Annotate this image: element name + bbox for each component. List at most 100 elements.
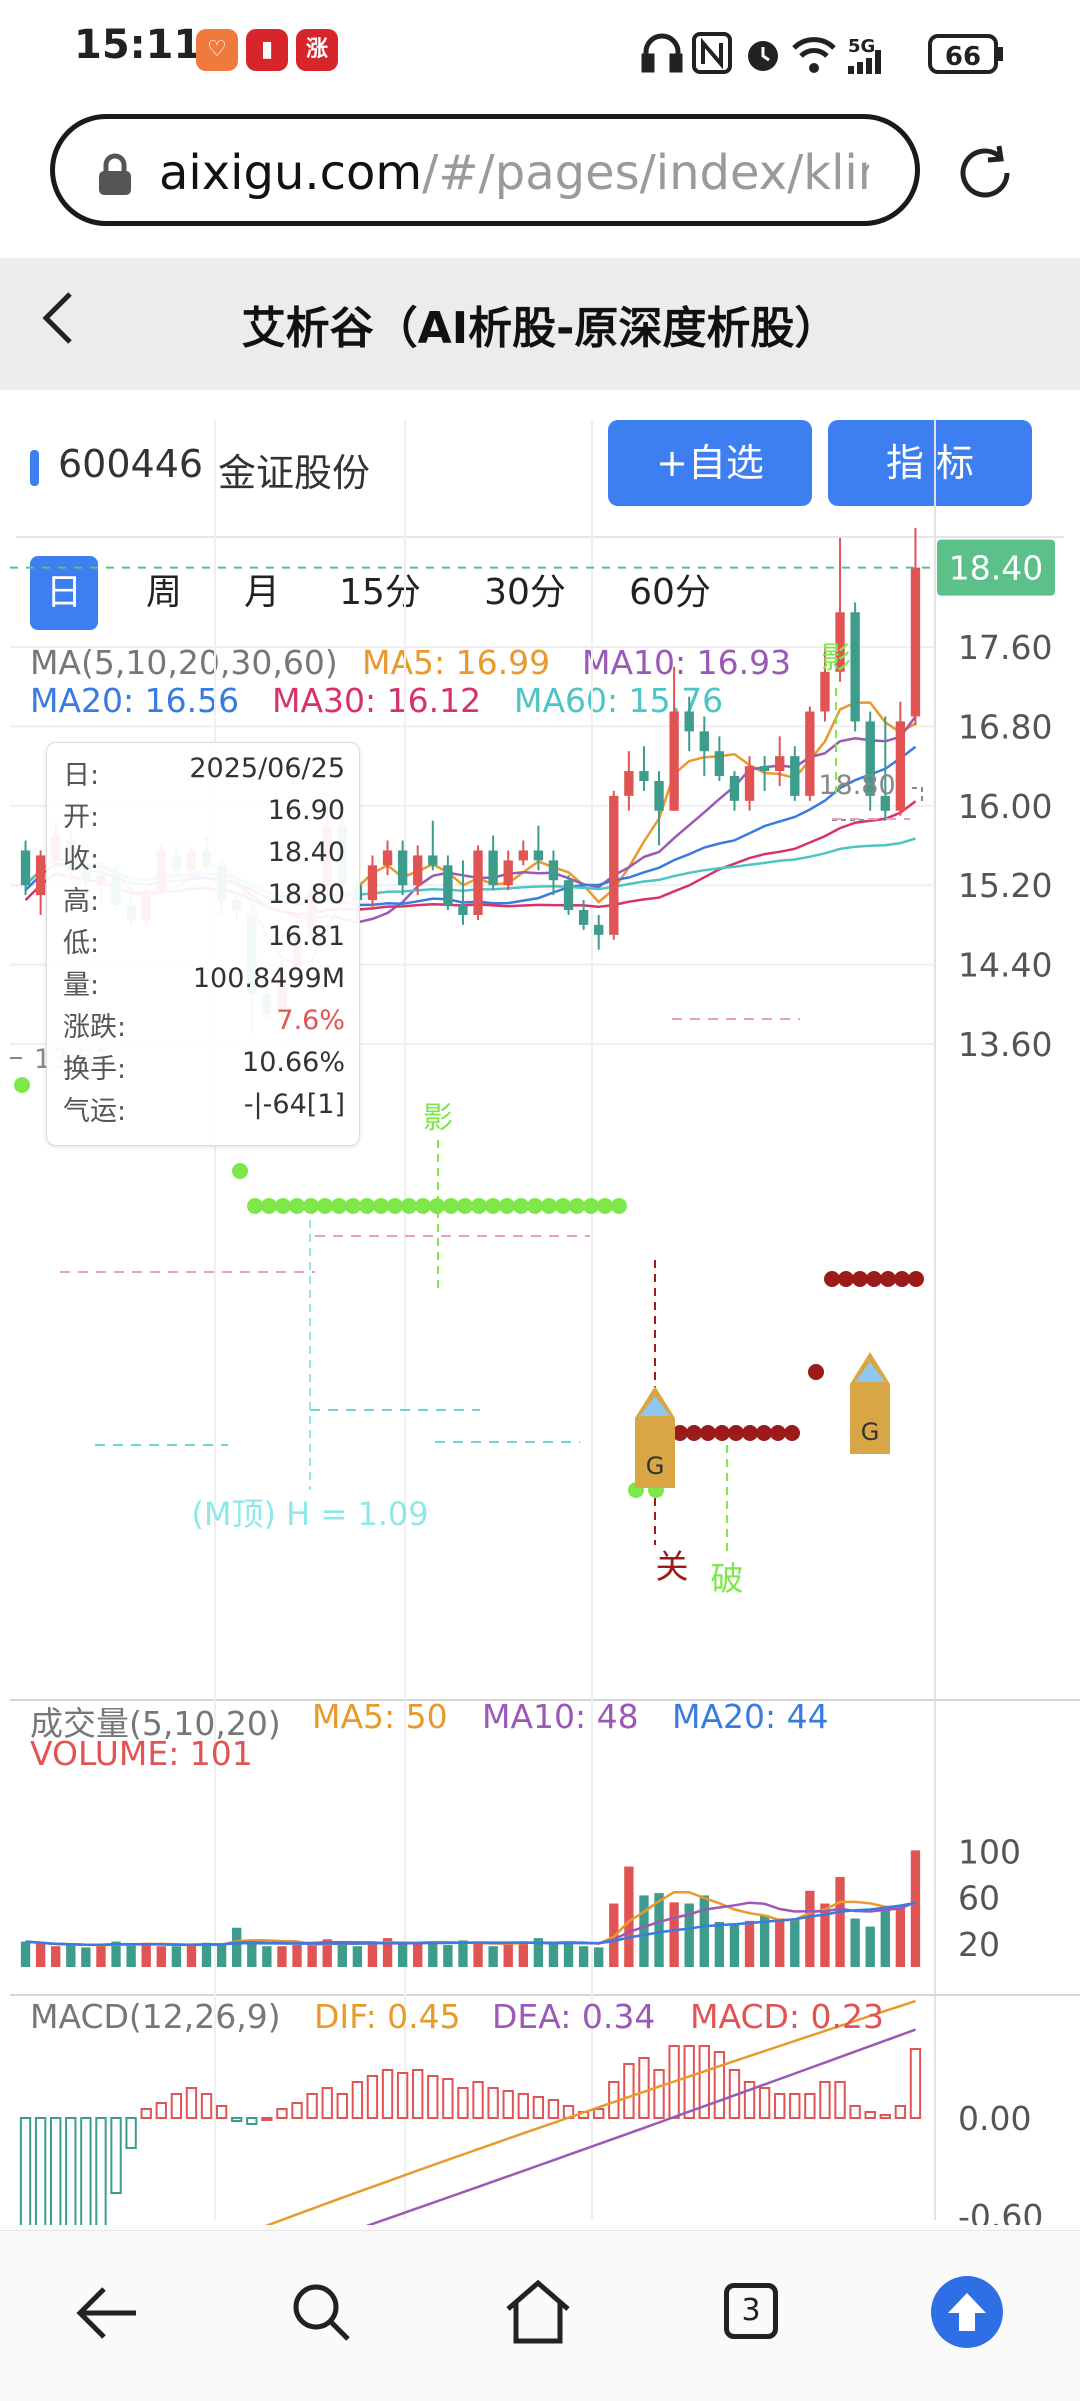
wifi-icon (792, 37, 836, 73)
tab-30min[interactable]: 30分 (484, 572, 566, 613)
high-price-label: 18.80 (818, 770, 895, 801)
macd-histogram-bar (261, 2117, 273, 2121)
volume-bar (518, 1941, 528, 1967)
tab-60min[interactable]: 60分 (629, 572, 711, 613)
candle-body (699, 731, 709, 752)
headphones-icon (641, 33, 683, 73)
volume-bar (654, 1893, 664, 1967)
tab-week[interactable]: 周 (145, 572, 182, 613)
volume-bar (352, 1946, 363, 1967)
search-icon[interactable] (290, 2281, 354, 2345)
tab-day[interactable]: 日 (30, 556, 98, 630)
candle-body (669, 711, 679, 811)
volume-bar (533, 1938, 544, 1967)
macd-histogram-bar (321, 2087, 333, 2119)
macd-histogram-bar (276, 2108, 288, 2119)
tab-month[interactable]: 月 (243, 572, 280, 613)
candle-body (624, 771, 634, 796)
macd-histogram-bar (200, 2093, 213, 2119)
candle-body (548, 860, 559, 881)
volume-bar (744, 1920, 755, 1967)
alarm-icon (748, 41, 778, 71)
volume-bar (232, 1927, 242, 1967)
url-text[interactable]: aixigu.com/#/pages/index/kline? (159, 145, 869, 201)
volume-bar (367, 1943, 378, 1967)
reload-icon[interactable] (955, 143, 1015, 203)
macd-histogram-bar (457, 2087, 469, 2119)
home-icon[interactable] (504, 2279, 572, 2345)
resistance-dot (784, 1425, 800, 1441)
support-dot (457, 1198, 473, 1214)
price-tick-label: 16.80 (958, 707, 1052, 746)
pattern-box-bottom (95, 1409, 580, 1446)
tab-15min[interactable]: 15分 (339, 572, 421, 613)
macd-histogram-bar (758, 2087, 771, 2119)
accent-marker (30, 450, 39, 486)
candle-body (790, 756, 800, 796)
back-chevron-icon[interactable] (38, 288, 78, 348)
tooltip-label: 低: (63, 928, 100, 959)
support-dot (359, 1198, 375, 1214)
support-dot (373, 1198, 389, 1214)
volume-bar (835, 1876, 845, 1967)
candle-body (759, 766, 770, 772)
tab-switcher-button[interactable]: 3 (724, 2283, 778, 2339)
candle-body (714, 751, 725, 777)
macd-histogram-bar (683, 2045, 695, 2119)
volume-bar (96, 1943, 106, 1967)
indicator-button[interactable]: 指 标 (828, 420, 1032, 506)
back-arrow-icon[interactable] (76, 2283, 140, 2343)
volume-bar (171, 1946, 182, 1967)
lock-icon (99, 153, 131, 195)
candle-body (729, 776, 740, 801)
macd-histogram-bar (698, 2045, 710, 2119)
macd-tick-label: 0.00 (958, 2099, 1031, 2138)
candle-body (443, 865, 453, 906)
price-tick-label: 17.60 (958, 628, 1052, 667)
macd-histogram-bar (80, 2117, 92, 2230)
macd-histogram-bar (879, 2114, 891, 2119)
g-signal-badge-top (855, 1362, 885, 1382)
volume-bar (805, 1890, 815, 1967)
add-watchlist-button[interactable]: +自选 (608, 420, 812, 506)
tooltip-label: 量: (63, 970, 100, 1001)
candle-body (428, 855, 438, 866)
tooltip-row: 高: 18.80 (63, 879, 345, 921)
support-dot (289, 1198, 305, 1214)
volume-bar (669, 1902, 679, 1967)
tooltip-value: 100.8499M (192, 963, 345, 994)
support-dot (345, 1198, 361, 1214)
support-dot (443, 1198, 459, 1214)
volume-legend-name: 成交量(5,10,20) (30, 1704, 281, 1743)
pattern-box-top (60, 818, 910, 1273)
resistance-dot (756, 1425, 772, 1441)
macd-histogram-bar (427, 2075, 439, 2119)
candle-body (35, 855, 46, 896)
volume-bar (216, 1943, 227, 1967)
volume-bar (201, 1942, 212, 1967)
volume-bar (126, 1945, 136, 1967)
tooltip-value: 18.80 (267, 879, 345, 910)
support-dot (429, 1198, 445, 1214)
candle-body (820, 671, 830, 712)
tooltip-row: 低: 16.81 (63, 921, 345, 963)
clock: 15:11 (74, 22, 202, 68)
up-arrow-icon[interactable] (930, 2275, 1004, 2349)
macd-histogram-bar (291, 2102, 303, 2119)
app-notification-icon: ▮ (246, 29, 288, 71)
support-dot (527, 1198, 543, 1214)
volume-tick-label: 20 (958, 1925, 1000, 1964)
volume-bar (639, 1895, 649, 1967)
candle-body (367, 865, 378, 901)
volume-bar (186, 1945, 197, 1967)
tooltip-value: 16.90 (267, 795, 345, 826)
volume-bar (865, 1926, 875, 1967)
tooltip-row: 量: 100.8499M (63, 963, 345, 1005)
macd-histogram-bar (472, 2081, 484, 2119)
macd-histogram-bar (487, 2087, 499, 2119)
page-title: 艾析谷（AI析股-原深度析股） (241, 303, 839, 354)
guan-label: 关 (656, 1547, 689, 1586)
volume-bar (563, 1942, 574, 1967)
macd-histogram-bar (246, 2117, 258, 2125)
address-bar[interactable]: aixigu.com/#/pages/index/kline? (50, 114, 920, 226)
